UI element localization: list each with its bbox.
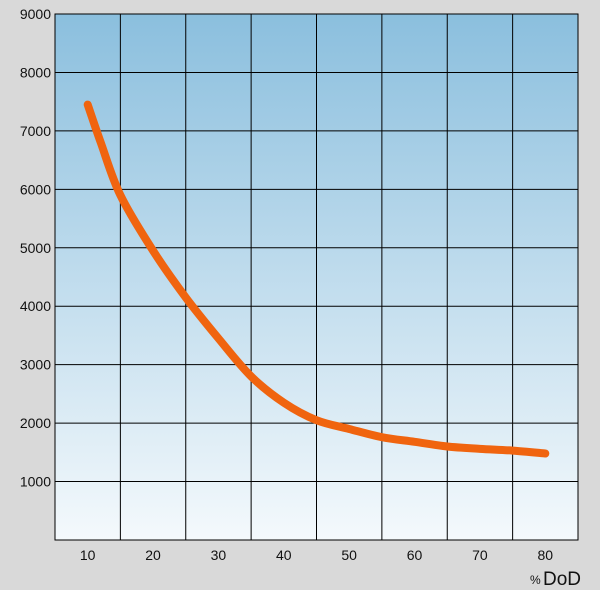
x-tick-label: 20 [145, 547, 161, 563]
grid [55, 13, 578, 540]
x-axis: 10 20 30 40 50 60 70 80 [80, 547, 553, 563]
y-tick-label: 9000 [20, 6, 51, 22]
x-tick-label: 80 [538, 547, 554, 563]
plot-frame [54, 13, 579, 541]
y-tick-label: 1000 [20, 474, 51, 490]
x-axis-unit: % [530, 573, 541, 587]
y-tick-label: 2000 [20, 415, 51, 431]
series-line [83, 100, 550, 458]
x-axis-label: DoD [543, 569, 581, 590]
y-tick-label: 5000 [20, 240, 51, 256]
x-tick-label: 40 [276, 547, 292, 563]
x-tick-label: 30 [211, 547, 227, 563]
x-tick-label: 10 [80, 547, 96, 563]
x-tick-label: 60 [407, 547, 423, 563]
x-tick-label: 50 [341, 547, 357, 563]
y-tick-label: 6000 [20, 181, 51, 197]
x-tick-label: 70 [472, 547, 488, 563]
y-tick-label: 4000 [20, 298, 51, 314]
y-tick-label: 3000 [20, 357, 51, 373]
y-tick-label: 7000 [20, 123, 51, 139]
y-tick-label: 8000 [20, 64, 51, 80]
y-axis: 1000 2000 3000 4000 5000 6000 7000 8000 9000 [20, 6, 51, 490]
